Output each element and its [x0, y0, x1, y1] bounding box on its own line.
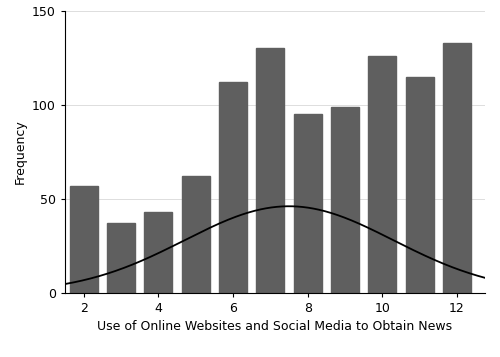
Bar	[256, 48, 284, 293]
Bar	[182, 176, 210, 293]
Bar	[70, 186, 98, 293]
Bar	[294, 114, 322, 293]
Bar	[406, 76, 433, 293]
Bar	[443, 43, 471, 293]
Bar	[144, 212, 172, 293]
Y-axis label: Frequency: Frequency	[14, 119, 26, 184]
Bar	[219, 82, 247, 293]
Bar	[107, 223, 135, 293]
X-axis label: Use of Online Websites and Social Media to Obtain News: Use of Online Websites and Social Media …	[98, 320, 452, 333]
Bar	[331, 107, 359, 293]
Bar	[368, 56, 396, 293]
